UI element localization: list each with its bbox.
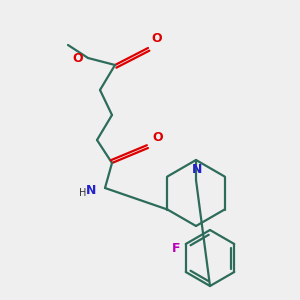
Text: O: O — [152, 131, 163, 144]
Text: O: O — [151, 32, 162, 45]
Text: N: N — [86, 184, 96, 196]
Text: F: F — [172, 242, 181, 254]
Text: O: O — [72, 52, 83, 65]
Text: N: N — [192, 163, 202, 176]
Text: H: H — [79, 188, 87, 198]
